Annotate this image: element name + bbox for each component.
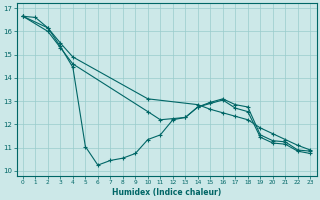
X-axis label: Humidex (Indice chaleur): Humidex (Indice chaleur) (112, 188, 221, 197)
